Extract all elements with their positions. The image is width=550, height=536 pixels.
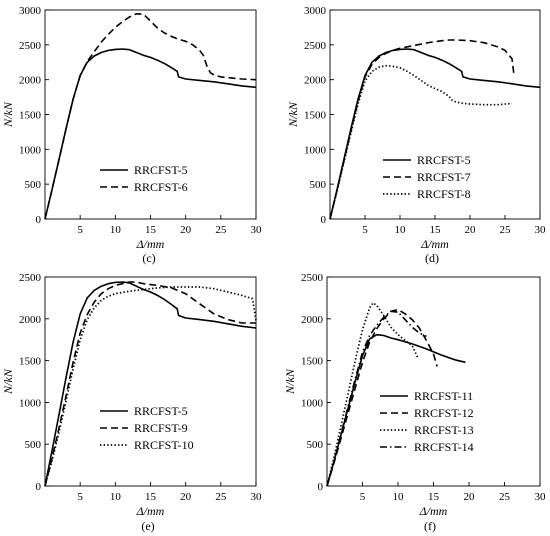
series-line-rrcfst-14 (326, 310, 427, 487)
y-tick-label: 2000 (301, 314, 324, 326)
series-line-rrcfst-5 (44, 281, 257, 487)
legend-label: RRCFST-5 (134, 163, 188, 177)
y-tick-label: 0 (318, 481, 324, 493)
x-tick-label: 25 (499, 491, 511, 503)
legend-label: RRCFST-8 (417, 187, 471, 201)
x-tick-label: 5 (362, 224, 368, 236)
x-tick-label: 30 (251, 224, 263, 236)
x-tick-label: 30 (535, 491, 547, 503)
plot-frame (326, 276, 541, 487)
y-tick-label: 500 (25, 439, 42, 451)
legend-label: RRCFST-11 (414, 389, 473, 403)
legend-label: RRCFST-7 (417, 170, 471, 184)
y-tick-label: 3000 (304, 5, 327, 17)
y-axis-label: N/kN (1, 101, 15, 128)
series-line-rrcfst-12 (326, 308, 438, 487)
y-tick-label: 2500 (301, 272, 324, 284)
y-tick-label: 2500 (304, 40, 327, 52)
y-tick-label: 1500 (304, 110, 327, 122)
y-tick-label: 1500 (301, 356, 324, 368)
x-tick-label: 15 (145, 491, 157, 503)
x-tick-label: 20 (180, 224, 192, 236)
x-tick-label: 20 (465, 224, 477, 236)
y-tick-label: 0 (36, 214, 42, 226)
x-tick-label: 25 (500, 224, 512, 236)
y-tick-label: 1000 (304, 144, 327, 156)
series-line-rrcfst-11 (326, 333, 466, 487)
x-tick-label: 10 (393, 491, 405, 503)
x-axis-label: Δ/mm (136, 504, 165, 518)
y-tick-label: 2000 (304, 75, 327, 87)
x-tick-label: 5 (77, 224, 83, 236)
x-tick-label: 20 (180, 491, 192, 503)
y-tick-label: 500 (25, 179, 42, 191)
legend-label: RRCFST-14 (414, 440, 474, 454)
x-tick-label: 5 (360, 491, 366, 503)
y-tick-label: 1500 (19, 110, 42, 122)
y-tick-label: 2000 (19, 314, 42, 326)
legend-label: RRCFST-5 (134, 404, 188, 418)
y-tick-label: 1000 (19, 397, 42, 409)
legend-label: RRCFST-12 (414, 406, 474, 420)
x-tick-label: 10 (110, 224, 122, 236)
x-tick-label: 30 (251, 491, 263, 503)
panel-label: (e) (141, 519, 154, 533)
x-tick-label: 5 (77, 491, 83, 503)
y-tick-label: 500 (310, 179, 327, 191)
chart-panel-c: 0 500 1000 1500 2000 2500 3000 5 10 15 20 25 30 Δ/mm N… (1, 5, 262, 265)
y-tick-label: 2500 (19, 272, 42, 284)
y-tick-label: 2500 (19, 40, 42, 52)
y-tick-label: 1000 (19, 144, 42, 156)
legend-label: RRCFST-13 (414, 423, 474, 437)
legend-label: RRCFST-5 (417, 153, 471, 167)
chart-panel-d: 0 500 1000 1500 2000 2500 3000 5 10 15 20 25 30 Δ/mm N… (286, 5, 546, 265)
series-line-rrcfst-5 (44, 48, 257, 220)
x-tick-label: 10 (110, 491, 122, 503)
y-tick-label: 1500 (19, 356, 42, 368)
y-tick-label: 3000 (19, 5, 42, 17)
x-axis-label: Δ/mm (420, 237, 449, 251)
y-axis-label: N/kN (283, 368, 297, 395)
x-tick-label: 15 (430, 224, 442, 236)
x-tick-label: 15 (145, 224, 157, 236)
legend-label: RRCFST-6 (134, 180, 188, 194)
series-line-rrcfst-10 (44, 286, 257, 487)
x-tick-label: 30 (535, 224, 547, 236)
chart-panel-e: 0 500 1000 1500 2000 2500 5 10 15 20 25 30 Δ/mm N/kN R… (1, 272, 262, 533)
x-tick-label: 20 (464, 491, 476, 503)
y-tick-label: 0 (36, 481, 42, 493)
y-tick-label: 500 (307, 439, 324, 451)
panel-label: (f) (424, 519, 436, 533)
y-tick-label: 1000 (301, 397, 324, 409)
x-tick-label: 15 (428, 491, 440, 503)
x-tick-label: 25 (215, 491, 227, 503)
x-axis-label: Δ/mm (136, 237, 165, 251)
plot-frame (44, 276, 257, 487)
series-line-rrcfst-6 (44, 13, 257, 220)
y-axis-label: N/kN (286, 101, 300, 128)
legend-label: RRCFST-9 (134, 421, 188, 435)
legend-label: RRCFST-10 (134, 438, 194, 452)
series-line-rrcfst-9 (44, 281, 256, 487)
series-line-rrcfst-5 (329, 48, 541, 220)
chart-panel-f: 0 500 1000 1500 2000 2500 5 10 15 20 25 30 Δ/mm N/kN R… (283, 272, 546, 533)
panel-label: (d) (425, 251, 439, 265)
y-axis-label: N/kN (1, 368, 15, 395)
x-axis-label: Δ/mm (419, 504, 448, 518)
y-tick-label: 2000 (19, 75, 42, 87)
x-tick-label: 10 (395, 224, 407, 236)
series-line-rrcfst-7 (329, 39, 515, 220)
x-tick-label: 25 (215, 224, 227, 236)
panel-label: (c) (142, 251, 155, 265)
y-tick-label: 0 (321, 214, 327, 226)
